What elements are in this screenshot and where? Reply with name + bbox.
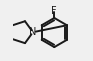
Text: F: F <box>52 6 57 16</box>
Text: N: N <box>29 27 37 37</box>
